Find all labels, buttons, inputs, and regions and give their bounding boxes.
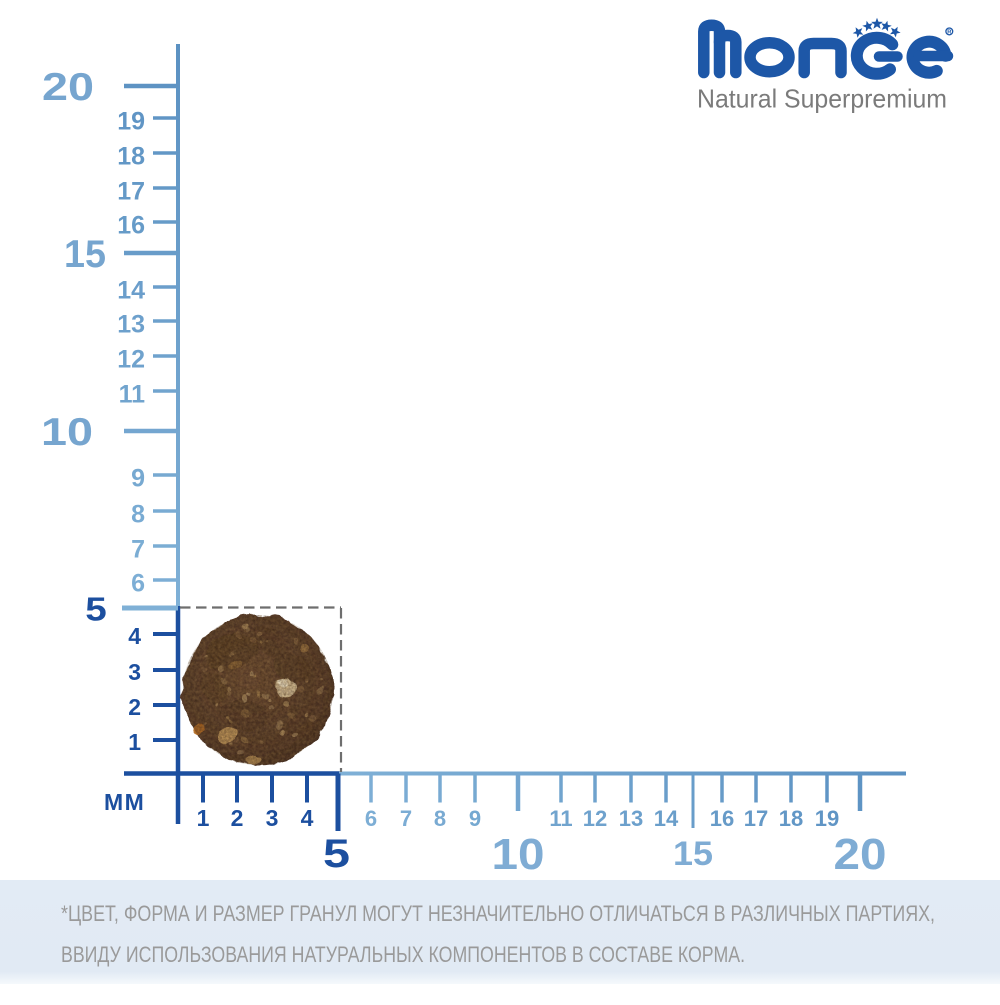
svg-text:15: 15 — [673, 835, 713, 873]
svg-text:2: 2 — [231, 805, 244, 831]
svg-text:11: 11 — [549, 806, 572, 831]
svg-text:15: 15 — [64, 233, 106, 276]
svg-text:17: 17 — [117, 178, 145, 206]
svg-text:9: 9 — [469, 806, 481, 831]
svg-text:4: 4 — [301, 805, 314, 831]
svg-text:8: 8 — [434, 806, 446, 831]
svg-text:MM: MM — [104, 789, 145, 815]
svg-text:19: 19 — [117, 108, 145, 136]
svg-text:10: 10 — [41, 411, 93, 454]
svg-text:R: R — [947, 30, 952, 36]
svg-text:3: 3 — [128, 659, 141, 685]
svg-text:13: 13 — [619, 806, 643, 831]
svg-text:5: 5 — [323, 832, 350, 876]
svg-text:ВВИДУ ИСПОЛЬЗОВАНИЯ НАТУРАЛЬНЫ: ВВИДУ ИСПОЛЬЗОВАНИЯ НАТУРАЛЬНЫХ КОМПОНЕН… — [61, 942, 745, 967]
svg-text:7: 7 — [400, 806, 412, 831]
svg-text:20: 20 — [834, 830, 887, 879]
svg-text:14: 14 — [117, 277, 145, 305]
svg-text:1: 1 — [128, 729, 141, 755]
svg-text:20: 20 — [42, 66, 94, 109]
svg-text:18: 18 — [779, 806, 803, 831]
svg-text:13: 13 — [117, 311, 145, 339]
svg-text:4: 4 — [128, 623, 141, 649]
svg-text:5: 5 — [85, 591, 107, 628]
svg-text:12: 12 — [117, 346, 145, 374]
svg-text:9: 9 — [131, 465, 145, 493]
svg-text:3: 3 — [266, 805, 279, 831]
svg-text:2: 2 — [128, 694, 141, 720]
svg-text:7: 7 — [131, 536, 145, 564]
svg-text:10: 10 — [492, 830, 545, 879]
svg-text:16: 16 — [710, 806, 734, 831]
svg-text:1: 1 — [197, 805, 210, 831]
svg-text:19: 19 — [815, 806, 839, 831]
svg-text:8: 8 — [131, 501, 145, 529]
svg-text:18: 18 — [117, 143, 145, 171]
svg-text:*ЦВЕТ, ФОРМА И РАЗМЕР ГРАНУЛ М: *ЦВЕТ, ФОРМА И РАЗМЕР ГРАНУЛ МОГУТ НЕЗНА… — [61, 901, 935, 926]
svg-text:14: 14 — [654, 806, 679, 831]
svg-text:11: 11 — [119, 381, 146, 409]
svg-text:17: 17 — [744, 806, 768, 831]
svg-text:6: 6 — [131, 570, 145, 598]
svg-text:12: 12 — [583, 806, 607, 831]
svg-text:6: 6 — [365, 806, 377, 831]
svg-text:16: 16 — [117, 212, 145, 240]
svg-text:Natural Superpremium: Natural Superpremium — [697, 84, 947, 114]
